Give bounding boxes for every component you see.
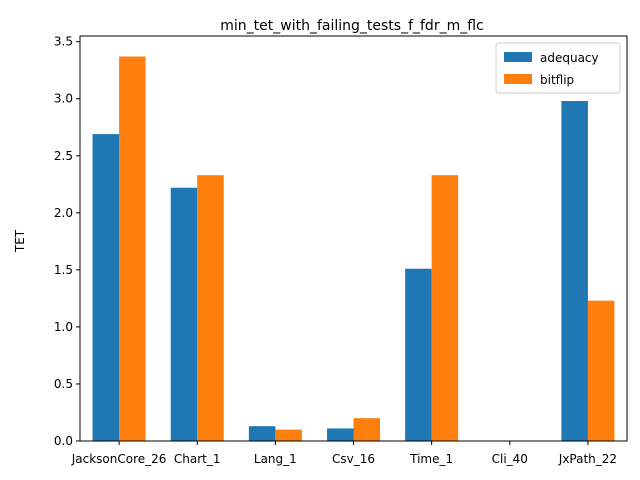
x-tick-label: Cli_40 bbox=[492, 452, 528, 466]
legend-label-bitflip: bitflip bbox=[540, 73, 574, 87]
bar-adequacy-Time_1 bbox=[405, 268, 432, 441]
bar-bitflip-Chart_1 bbox=[197, 175, 224, 441]
bar-adequacy-JxPath_22 bbox=[561, 101, 588, 441]
y-tick-label: 1.5 bbox=[54, 263, 73, 277]
bar-adequacy-Chart_1 bbox=[170, 187, 198, 441]
y-tick-label: 2.0 bbox=[54, 206, 73, 220]
y-tick-label: 3.5 bbox=[54, 35, 73, 49]
legend-label-adequacy: adequacy bbox=[540, 51, 599, 65]
bar-bitflip-Time_1 bbox=[431, 175, 459, 441]
legend-swatch-adequacy bbox=[504, 52, 532, 62]
x-tick-label: Chart_1 bbox=[174, 452, 221, 466]
bar-bitflip-JxPath_22 bbox=[587, 300, 615, 441]
y-tick-label: 3.0 bbox=[54, 92, 73, 106]
chart-title: min_tet_with_failing_tests_f_fdr_m_flc bbox=[220, 18, 483, 34]
legend: adequacy bitflip bbox=[495, 42, 621, 94]
x-tick-label: Csv_16 bbox=[332, 452, 375, 466]
bar-adequacy-Csv_16 bbox=[327, 428, 354, 441]
axes-layer: 0.0 0.5 1.0 1.5 2.0 2.5 3.0 3.5 JacksonCore_26 Ch… bbox=[54, 35, 628, 466]
bar-bitflip-Lang_1 bbox=[275, 429, 302, 441]
y-tick-label: 1.0 bbox=[54, 320, 73, 334]
plot-frame bbox=[79, 35, 628, 442]
x-tick-label: Time_1 bbox=[409, 452, 453, 466]
bar-adequacy-JacksonCore_26 bbox=[92, 134, 120, 441]
y-tick-label: 0.0 bbox=[54, 434, 73, 448]
bar-adequacy-Lang_1 bbox=[248, 426, 276, 441]
x-tick-label: JxPath_22 bbox=[558, 452, 617, 466]
bar-bitflip-JacksonCore_26 bbox=[119, 56, 146, 441]
bar-bitflip-Csv_16 bbox=[353, 418, 380, 441]
bars-layer bbox=[92, 56, 615, 441]
legend-swatch-bitflip bbox=[504, 74, 532, 84]
y-tick-label: 0.5 bbox=[54, 377, 73, 391]
y-tick-label: 2.5 bbox=[54, 149, 73, 163]
y-axis-label: TET bbox=[13, 229, 27, 253]
x-tick-label: Lang_1 bbox=[254, 452, 297, 466]
x-tick-label: JacksonCore_26 bbox=[71, 452, 167, 466]
